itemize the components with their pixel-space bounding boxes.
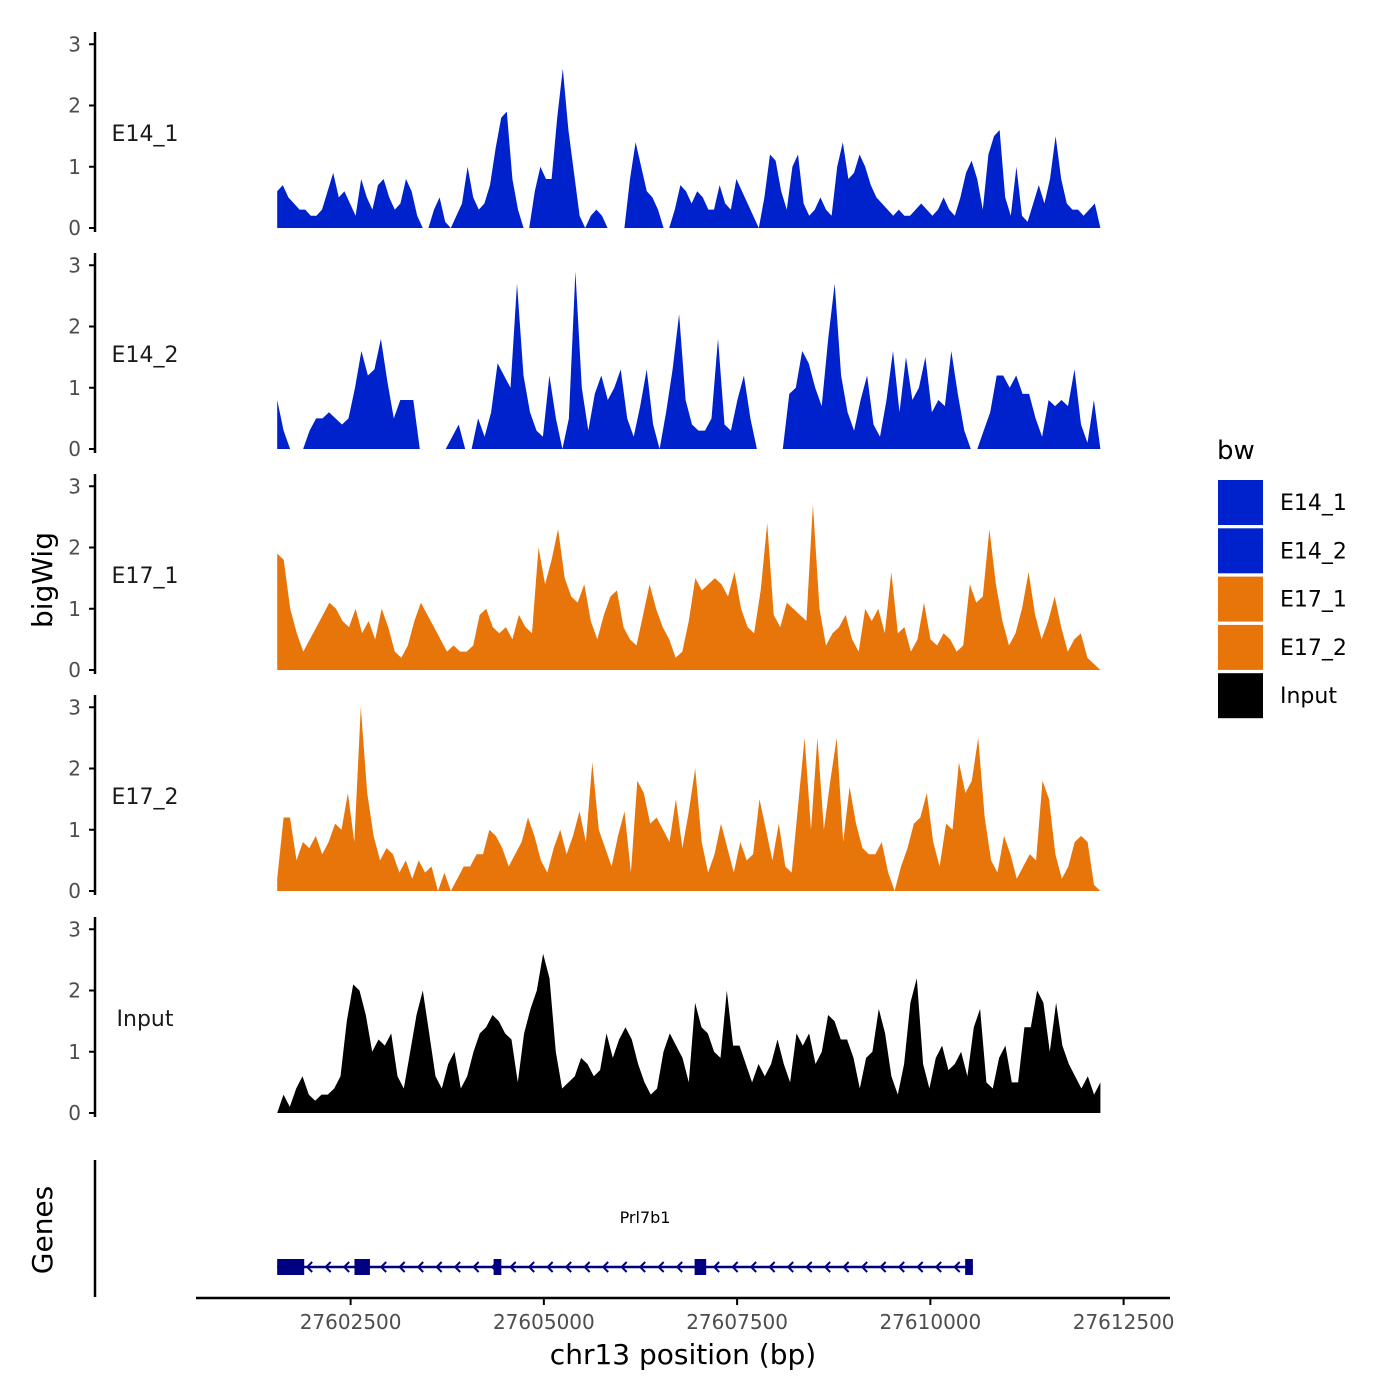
- strand-arrow: [379, 1261, 387, 1273]
- strand-arrow: [435, 1261, 443, 1273]
- legend-label: E14_2: [1280, 539, 1347, 564]
- strand-arrow: [842, 1261, 850, 1273]
- strand-arrow: [916, 1261, 924, 1273]
- x-tick-label: 27612500: [1073, 1310, 1175, 1334]
- y-tick-label: 1: [68, 155, 81, 179]
- strand-arrow: [712, 1261, 720, 1273]
- strand-arrow: [620, 1261, 628, 1273]
- legend-label: E17_1: [1280, 588, 1347, 613]
- track-label: E14_2: [112, 343, 179, 368]
- coverage-area-e17-2: [277, 707, 1101, 891]
- y-tick-label: 3: [68, 695, 81, 719]
- y-tick-label: 3: [68, 253, 81, 277]
- strand-arrow: [953, 1261, 961, 1273]
- x-tick-label: 27610000: [879, 1310, 981, 1334]
- gene-name-label: Prl7b1: [620, 1208, 671, 1227]
- strand-arrow: [472, 1261, 480, 1273]
- strand-arrow: [731, 1261, 739, 1273]
- x-tick-label: 27607500: [686, 1310, 788, 1334]
- y-tick-label: 3: [68, 32, 81, 56]
- strand-arrow: [546, 1261, 554, 1273]
- legend-title: bw: [1217, 436, 1255, 466]
- track-e17-1: 0 1 2 3 E17_1: [68, 474, 1101, 682]
- tracks: 0 1 2 3 E14_1 0 1 2 3 E14_2 0 1 2 3 E17_1 0 1 2 3 E17_2 0 1 2 3…: [68, 32, 1101, 1125]
- strand-arrow: [527, 1261, 535, 1273]
- coverage-area-e14-2: [277, 271, 1101, 449]
- gene-exon: [694, 1259, 707, 1275]
- strand-arrow: [453, 1261, 461, 1273]
- strand-arrow: [305, 1261, 313, 1273]
- legend-label: E17_2: [1280, 636, 1347, 661]
- strand-arrow: [638, 1261, 646, 1273]
- strand-arrow: [934, 1261, 942, 1273]
- strand-arrow: [879, 1261, 887, 1273]
- strand-arrow: [805, 1261, 813, 1273]
- y-tick-label: 1: [68, 597, 81, 621]
- x-tick-label: 27605000: [493, 1310, 595, 1334]
- strand-arrow: [786, 1261, 794, 1273]
- strand-arrow: [601, 1261, 609, 1273]
- legend-key-e14-1: [1218, 480, 1263, 525]
- strand-arrow: [860, 1261, 868, 1273]
- strand-arrow: [897, 1261, 905, 1273]
- y-tick-label: 0: [68, 216, 81, 240]
- track-label: Input: [117, 1007, 174, 1032]
- track-e14-1: 0 1 2 3 E14_1: [68, 32, 1101, 240]
- track-label: E17_1: [112, 564, 179, 589]
- strand-arrow: [768, 1261, 776, 1273]
- strand-arrow: [398, 1261, 406, 1273]
- legend-key-e17-1: [1218, 576, 1263, 622]
- legend-key-input: [1218, 673, 1263, 719]
- gene-exon: [354, 1259, 370, 1275]
- legend-label: E14_1: [1280, 491, 1347, 516]
- gene-track: Prl7b1: [93, 1160, 973, 1297]
- legend: bw E14_1 E14_2 E17_1 E17_2 Input: [1217, 436, 1347, 719]
- genes-axis-title: Genes: [26, 1186, 59, 1274]
- x-tick-label: 27602500: [300, 1310, 402, 1334]
- coverage-area-e17-1: [277, 504, 1101, 670]
- y-tick-label: 2: [68, 94, 81, 118]
- legend-key-e17-2: [1218, 624, 1263, 670]
- strand-arrow: [416, 1261, 424, 1273]
- legend-key-e14-2: [1218, 528, 1263, 574]
- strand-arrow: [675, 1261, 683, 1273]
- y-tick-label: 1: [68, 376, 81, 400]
- track-input: 0 1 2 3 Input: [68, 917, 1101, 1125]
- gene-exon: [965, 1259, 973, 1275]
- track-label: E17_2: [112, 785, 179, 810]
- coverage-area-e14-1: [277, 68, 1101, 228]
- coverage-area-input: [277, 953, 1101, 1113]
- gene-exon: [493, 1259, 502, 1275]
- y-tick-label: 2: [68, 979, 81, 1003]
- y-axis-title: bigWig: [26, 532, 59, 628]
- y-tick-label: 2: [68, 757, 81, 781]
- gene-exon: [277, 1259, 305, 1275]
- y-tick-label: 0: [68, 1101, 81, 1125]
- strand-arrow: [657, 1261, 665, 1273]
- strand-arrow: [509, 1261, 517, 1273]
- y-tick-label: 2: [68, 315, 81, 339]
- legend-label: Input: [1280, 684, 1337, 709]
- y-tick-label: 2: [68, 536, 81, 560]
- strand-arrow: [564, 1261, 572, 1273]
- strand-arrow: [324, 1261, 332, 1273]
- track-e14-2: 0 1 2 3 E14_2: [68, 253, 1101, 461]
- track-label: E14_1: [112, 122, 179, 147]
- y-tick-label: 0: [68, 879, 81, 903]
- strand-arrow: [583, 1261, 591, 1273]
- y-tick-label: 1: [68, 1040, 81, 1064]
- y-tick-label: 3: [68, 474, 81, 498]
- strand-arrow: [749, 1261, 757, 1273]
- y-tick-label: 3: [68, 917, 81, 941]
- track-e17-2: 0 1 2 3 E17_2: [68, 695, 1101, 903]
- y-tick-label: 0: [68, 437, 81, 461]
- x-axis-title: chr13 position (bp): [550, 1338, 816, 1371]
- y-tick-label: 0: [68, 658, 81, 682]
- y-tick-label: 1: [68, 818, 81, 842]
- strand-arrow: [342, 1261, 350, 1273]
- x-axis: 27602500 27605000 27607500 27610000 27612500: [196, 1296, 1175, 1334]
- strand-arrow: [823, 1261, 831, 1273]
